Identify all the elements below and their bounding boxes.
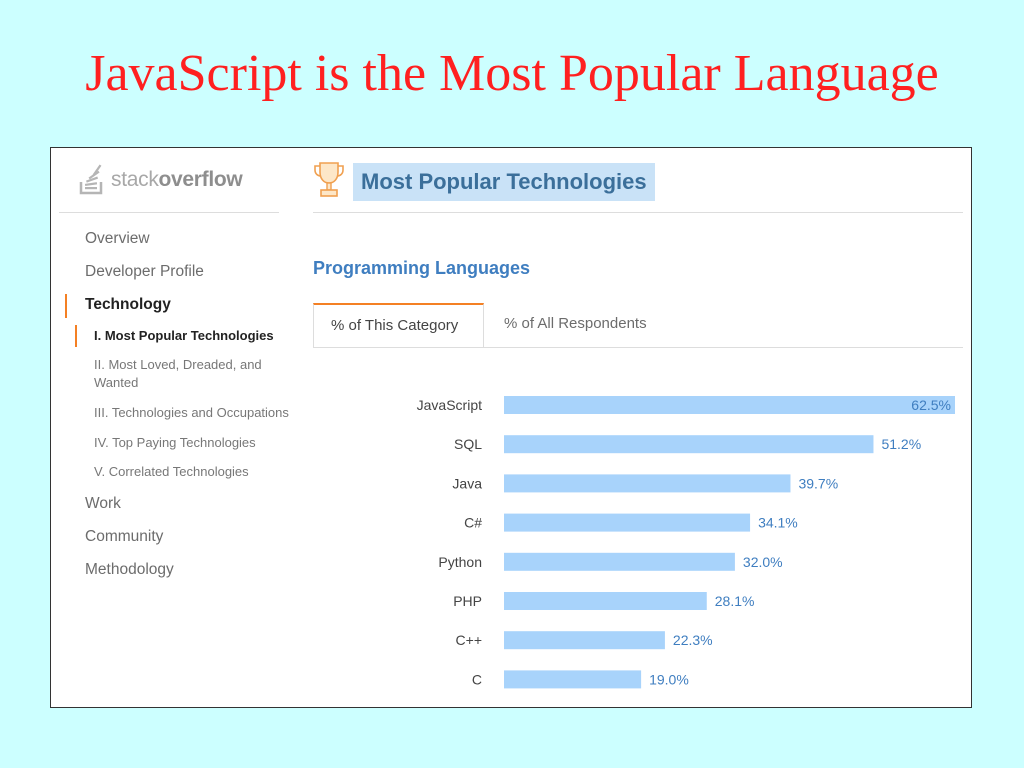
sidebar-divider xyxy=(59,212,279,213)
bar-c[interactable] xyxy=(504,670,642,689)
slide-title: JavaScript is the Most Popular Language xyxy=(85,45,939,102)
category-label-csharp: C# xyxy=(464,515,482,531)
trophy-icon xyxy=(314,162,344,197)
sidebar-subitem-correlated[interactable]: V. Correlated Technologies xyxy=(94,464,249,479)
sidebar-item-methodology[interactable]: Methodology xyxy=(85,561,174,578)
bar-javascript[interactable] xyxy=(504,396,955,414)
bar-python[interactable] xyxy=(504,552,735,571)
category-label-javascript: JavaScript xyxy=(417,397,482,413)
value-label-sql: 51.2% xyxy=(881,436,921,452)
sidebar-item-community[interactable]: Community xyxy=(85,528,164,545)
sidebar-subitem-top-paying[interactable]: IV. Top Paying Technologies xyxy=(94,435,256,450)
category-label-java: Java xyxy=(452,475,482,491)
sidebar-subitem-technologies-occupations[interactable]: III. Technologies and Occupations xyxy=(94,405,289,420)
sidebar-item-technology[interactable]: Technology xyxy=(85,296,171,313)
category-label-cplusplus: C++ xyxy=(456,632,482,648)
sidebar-item-overview[interactable]: Overview xyxy=(85,230,150,247)
category-label-c: C xyxy=(472,671,482,687)
category-label-python: Python xyxy=(438,554,482,570)
value-label-javascript: 62.5% xyxy=(911,397,951,413)
sidebar-active-marker xyxy=(65,294,67,318)
tabs-divider xyxy=(313,347,963,348)
bar-java[interactable] xyxy=(504,474,791,493)
sidebar-subitem-most-popular[interactable]: I. Most Popular Technologies xyxy=(94,328,274,343)
sidebar-item-developer-profile[interactable]: Developer Profile xyxy=(85,263,204,280)
value-label-php: 28.1% xyxy=(715,593,755,609)
bar-sql[interactable] xyxy=(504,435,874,454)
category-label-php: PHP xyxy=(453,593,482,609)
tab-percent-of-category[interactable]: % of This Category xyxy=(313,303,484,347)
logo-text-light: stack xyxy=(111,168,159,191)
stack-icon xyxy=(79,164,103,195)
section-title: Programming Languages xyxy=(313,258,531,278)
bar-csharp[interactable] xyxy=(504,513,751,532)
value-label-java: 39.7% xyxy=(798,475,838,491)
value-label-csharp: 34.1% xyxy=(758,515,798,531)
bar-chart: JavaScript 62.5% SQL 51.2% Java 39.7% C# 34.1% P… xyxy=(417,396,955,689)
header-divider xyxy=(313,212,963,213)
screenshot-frame: stackoverflow Overview Developer Profile… xyxy=(50,147,972,708)
value-label-cplusplus: 22.3% xyxy=(673,632,713,648)
bar-cplusplus[interactable] xyxy=(504,631,665,650)
value-label-python: 32.0% xyxy=(743,554,783,570)
sidebar-subitem-most-loved[interactable]: II. Most Loved, Dreaded, and Wanted xyxy=(94,357,262,390)
bar-php[interactable] xyxy=(504,592,707,610)
tab-percent-of-respondents[interactable]: % of All Respondents xyxy=(504,315,647,332)
logo-text-bold: overflow xyxy=(158,168,243,191)
stackoverflow-logo[interactable]: stackoverflow xyxy=(79,162,243,198)
sidebar-subitem-active-marker xyxy=(75,325,77,347)
category-label-sql: SQL xyxy=(454,436,482,452)
value-label-c: 19.0% xyxy=(649,671,689,687)
sidebar-item-work[interactable]: Work xyxy=(85,495,121,512)
page-title: Most Popular Technologies xyxy=(353,163,655,201)
